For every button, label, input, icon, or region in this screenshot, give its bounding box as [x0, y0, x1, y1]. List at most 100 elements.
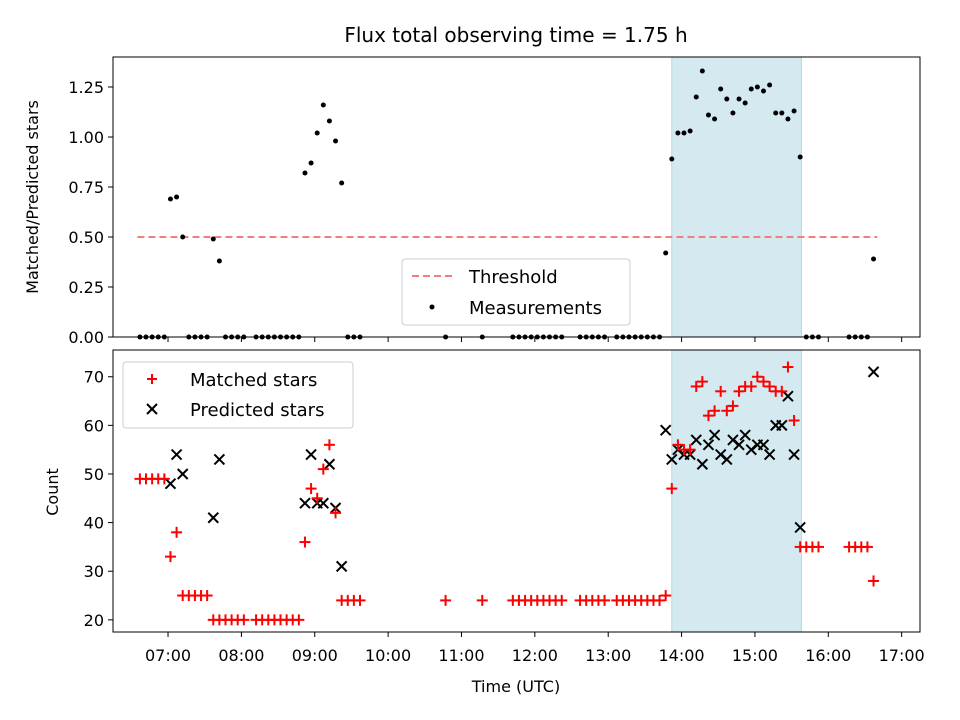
predicted-star-marker: [176, 468, 189, 480]
ratio-legend: Threshold Measurements: [401, 258, 631, 326]
predicted-star-marker: [207, 512, 219, 524]
count-y-tick-label: 70: [84, 368, 104, 387]
count-y-tick-label: 20: [84, 611, 104, 630]
matched-star-marker: [764, 380, 776, 392]
measurement-point: [687, 128, 693, 134]
measurement-point: [326, 118, 332, 124]
matched-star-marker: [776, 385, 788, 397]
measurement-point: [742, 100, 748, 106]
predicted-star-marker: [794, 521, 806, 534]
matched-star-marker: [861, 541, 873, 553]
predicted-star-marker: [323, 458, 336, 470]
count-y-axis-label: Count: [43, 468, 62, 516]
measurement-point: [216, 258, 222, 264]
predicted-star-marker: [299, 497, 311, 509]
measurement-point: [767, 82, 773, 88]
measurement-point: [712, 116, 718, 122]
matched-star-marker: [727, 400, 739, 412]
matched-star-marker: [171, 526, 183, 538]
measurement-point: [779, 110, 785, 116]
predicted-star-marker: [739, 429, 751, 441]
measurement-point: [180, 234, 186, 240]
ratio-y-tick-label: 0.25: [68, 278, 104, 297]
count-axes-frame: [112, 349, 921, 633]
predicted-star-marker: [170, 448, 183, 461]
matched-star-marker: [782, 361, 794, 373]
predicted-star-marker: [335, 560, 348, 573]
matched-star-marker: [672, 439, 684, 451]
measurement-point: [669, 156, 675, 162]
matched-star-marker: [751, 371, 763, 383]
matched-star-marker: [299, 536, 311, 548]
measurement-point: [748, 86, 754, 92]
predicted-star-marker: [213, 453, 226, 466]
measurement-point: [333, 138, 339, 144]
measurement-point: [210, 236, 216, 242]
matched-star-marker: [440, 594, 452, 606]
matched-star-marker: [317, 463, 329, 475]
matched-star-marker: [733, 385, 745, 397]
predicted-legend-swatch: [146, 403, 158, 415]
measurement-point: [724, 96, 730, 102]
matched-star-marker: [745, 380, 757, 392]
predicted-star-marker: [763, 448, 776, 461]
measurement-point: [718, 86, 724, 92]
measurement-point: [754, 84, 760, 90]
predicted-star-marker: [782, 390, 794, 402]
predicted-star-marker: [721, 453, 733, 466]
matched-star-marker: [721, 405, 733, 417]
count-data-layer: [134, 361, 880, 626]
matched-star-marker: [599, 594, 611, 606]
matched-star-marker: [788, 415, 800, 426]
ratio-y-tick-label: 1.00: [68, 128, 104, 147]
x-tick-label: 08:00: [218, 646, 264, 665]
matched-star-marker: [690, 380, 702, 392]
good-observing-interval: [671, 349, 802, 633]
measurement-point: [174, 194, 180, 200]
measurement-point: [705, 112, 711, 118]
measurement-point: [167, 196, 173, 202]
measurement-point: [314, 130, 320, 136]
predicted-star-marker: [696, 458, 709, 470]
measurement-point: [871, 256, 877, 262]
x-tick-label: 10:00: [365, 646, 411, 665]
ratio-y-tick-label: 1.25: [68, 78, 104, 97]
count-y-tick-label: 40: [84, 514, 104, 533]
measurement-point: [791, 108, 797, 114]
matched-star-marker: [709, 405, 721, 417]
measurement-point: [308, 160, 314, 166]
ratio-axis-ticks: 0.00 0.25 0.50 0.75 1.00 1.25: [68, 78, 903, 347]
threshold-legend-label: Threshold: [468, 267, 558, 288]
x-tick-label: 07:00: [145, 646, 191, 665]
measurement-point: [339, 180, 345, 186]
count-legend: Matched stars Predicted stars: [122, 361, 354, 429]
measurement-point: [681, 130, 687, 136]
predicted-star-marker: [708, 429, 721, 441]
legend-box: [401, 258, 631, 326]
ratio-y-axis-label: Matched/Predicted stars: [23, 100, 42, 294]
count-panel: 20 30 40 50 60 70 07:00 08:00 09:00 10:00 11:00 12:…: [43, 349, 925, 696]
predicted-legend-label: Predicted stars: [190, 400, 324, 421]
measurement-point: [693, 94, 699, 100]
matched-star-marker: [238, 614, 250, 626]
matched-star-marker: [164, 551, 176, 563]
x-tick-label: 14:00: [659, 646, 705, 665]
legend-box: [122, 361, 354, 429]
predicted-star-marker: [702, 439, 715, 451]
matched-star-marker: [556, 594, 568, 606]
predicted-star-marker: [666, 453, 678, 466]
measurement-point: [302, 170, 308, 176]
matched-star-marker: [354, 594, 366, 606]
matched-star-marker: [757, 376, 769, 388]
measurement-point: [797, 154, 803, 160]
measurement-point: [699, 68, 705, 74]
predicted-star-marker: [659, 424, 672, 436]
measurements-legend-label: Measurements: [469, 298, 602, 319]
x-tick-label: 17:00: [879, 646, 925, 665]
matched-star-marker: [684, 444, 696, 456]
predicted-star-marker: [867, 366, 880, 378]
predicted-star-marker: [776, 419, 788, 432]
measurement-point: [320, 102, 326, 108]
